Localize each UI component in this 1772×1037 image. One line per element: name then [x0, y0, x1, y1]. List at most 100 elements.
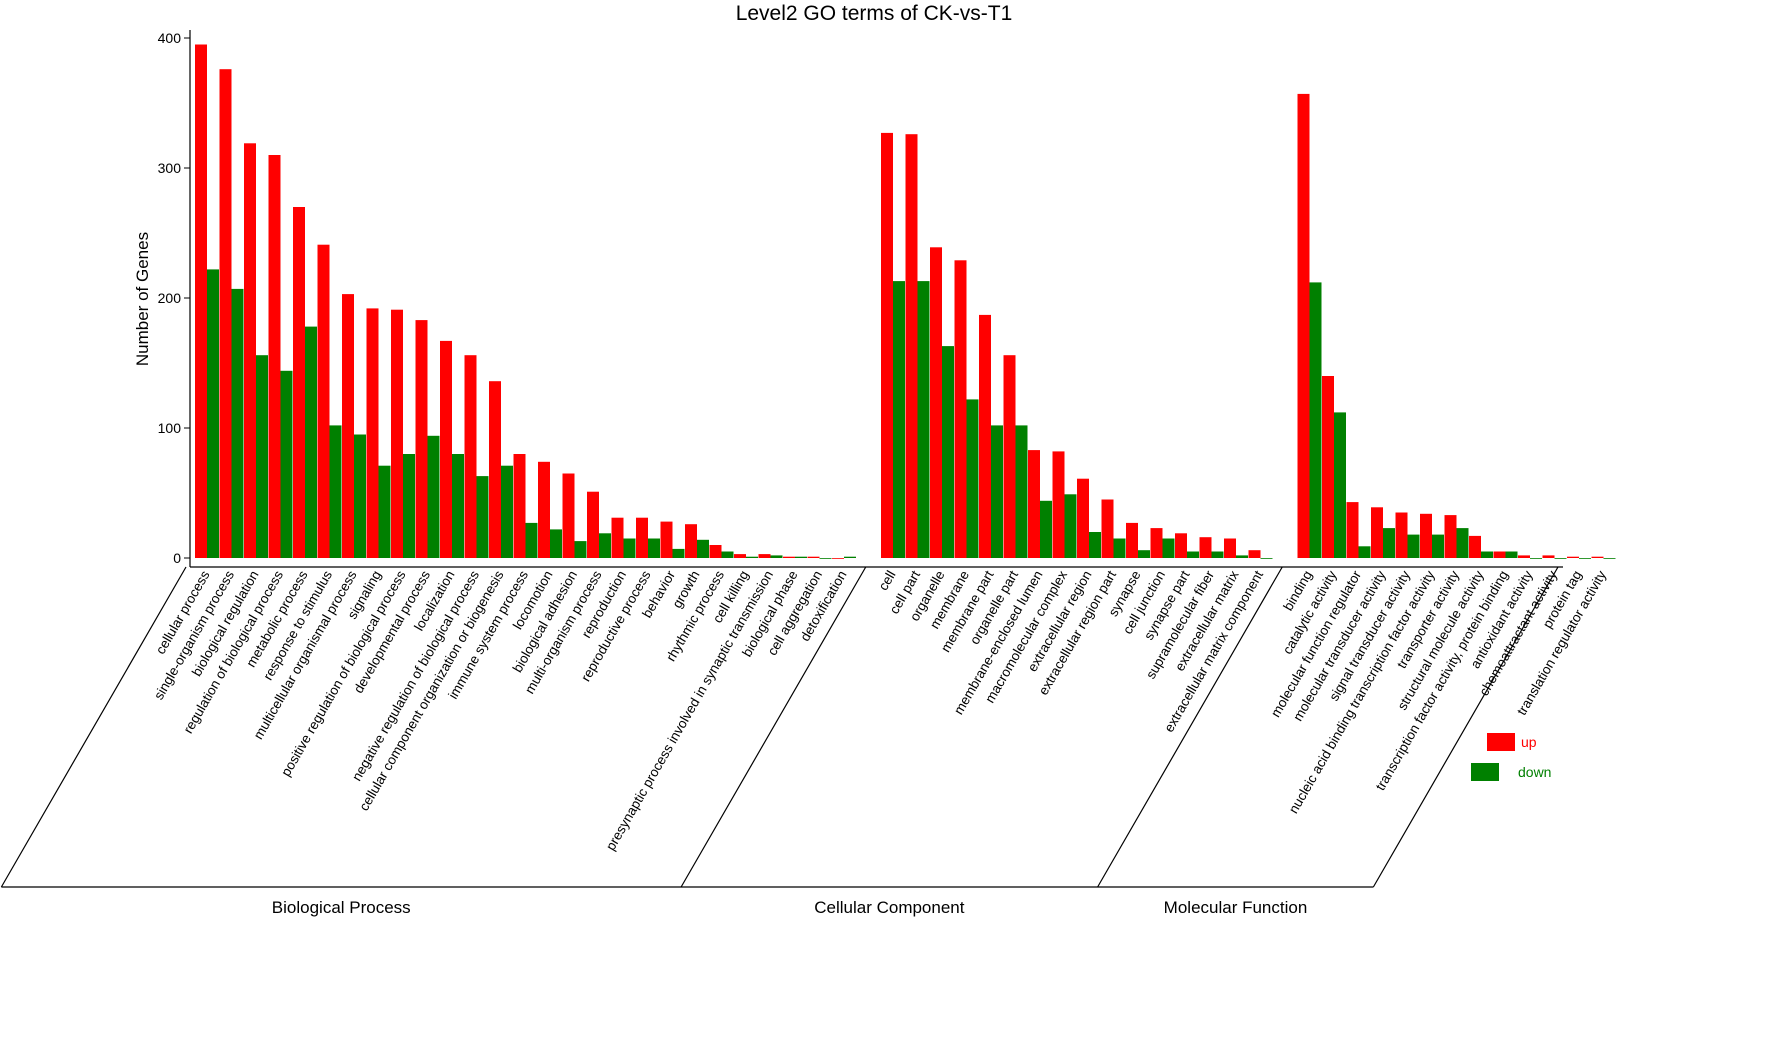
y-tick-label: 300 [158, 160, 182, 176]
bar-up [807, 556, 820, 558]
bar-down [672, 548, 685, 558]
bar-up [317, 244, 330, 558]
bar-up [587, 491, 599, 558]
bar-down [770, 555, 783, 558]
bar-up [489, 381, 501, 558]
bar-up [758, 554, 771, 558]
bar-down [1358, 546, 1371, 558]
bar-up [562, 473, 575, 558]
bar-down [1260, 558, 1273, 559]
bar-down [1211, 551, 1224, 558]
bar-up [1493, 551, 1506, 558]
bar-down [231, 288, 244, 558]
bar-down [942, 346, 954, 558]
bar-down [1432, 534, 1444, 558]
group-label: Molecular Function [1164, 898, 1308, 917]
y-tick-label: 200 [158, 290, 182, 306]
bar-down [1236, 555, 1248, 558]
legend-label: up [1521, 734, 1537, 750]
bar-up [1052, 451, 1065, 558]
bar-up [293, 207, 305, 558]
bar-down [1603, 558, 1616, 559]
bar-down [1554, 558, 1567, 559]
bar-up [342, 294, 354, 558]
bar-down [844, 556, 856, 558]
y-tick-label: 100 [158, 420, 182, 436]
legend-swatch [1487, 733, 1515, 751]
bar-down [1383, 528, 1395, 558]
bar-up [1126, 522, 1138, 558]
bar-up [415, 320, 428, 558]
bar-down [329, 425, 342, 558]
bar-up [513, 454, 526, 558]
bar-up [1420, 513, 1432, 558]
bar-down [721, 551, 734, 558]
bars [195, 44, 1616, 559]
bar-down [966, 399, 979, 558]
bar-up [1444, 515, 1457, 558]
legend-label: down [1518, 764, 1551, 780]
bar-up [366, 308, 379, 558]
bar-down [207, 269, 219, 558]
bar-up [660, 521, 673, 558]
bar-down [1089, 532, 1101, 558]
group-separator [1097, 566, 1283, 888]
bar-down [795, 556, 807, 558]
bar-down [403, 454, 415, 558]
bar-up [538, 461, 550, 558]
bar-up [1150, 528, 1163, 558]
y-tick-label: 0 [173, 550, 181, 566]
bar-down [550, 529, 562, 558]
bar-down [1015, 425, 1028, 558]
bar-up [685, 524, 697, 558]
bar-down [697, 539, 709, 558]
bar-up [219, 69, 232, 558]
group-separator [1372, 566, 1559, 888]
bar-up [1395, 512, 1408, 558]
bar-up [440, 340, 452, 558]
bar-up [1101, 499, 1114, 558]
bar-down [819, 558, 832, 559]
bar-up [195, 44, 207, 558]
bar-down [1505, 551, 1518, 558]
y-tick-label: 400 [158, 30, 182, 46]
bar-up [636, 517, 648, 558]
bar-down [354, 434, 366, 558]
bar-up [611, 517, 624, 558]
category-label: cell [875, 568, 898, 593]
bar-up [832, 558, 844, 559]
bar-up [1518, 555, 1530, 558]
bar-up [1542, 555, 1555, 558]
bar-down [917, 281, 930, 558]
bar-up [391, 309, 403, 558]
bar-up [709, 545, 722, 558]
bar-down [280, 370, 293, 558]
bar-up [734, 554, 746, 558]
bar-down [648, 538, 660, 558]
bar-up [268, 155, 281, 558]
bar-down [1138, 550, 1150, 558]
bar-down [1481, 551, 1493, 558]
bar-down [991, 425, 1003, 558]
chart-title: Level2 GO terms of CK-vs-T1 [736, 2, 1013, 25]
bar-down [1064, 494, 1077, 558]
bar-up [1591, 556, 1604, 558]
bar-up [1297, 93, 1310, 559]
group-separator [680, 566, 867, 888]
bar-down [1113, 538, 1126, 558]
bar-down [623, 538, 636, 558]
bar-up [1346, 502, 1359, 558]
bar-up [1175, 533, 1187, 558]
group-label: Cellular Component [814, 898, 965, 917]
bar-down [1456, 528, 1469, 558]
bar-down [1187, 551, 1199, 558]
bar-down [574, 541, 587, 558]
y-axis-label: Number of Genes [133, 232, 152, 366]
bar-up [930, 247, 942, 559]
bar-down [746, 556, 758, 558]
bar-up [1199, 537, 1212, 558]
legend: up down [1471, 733, 1551, 781]
bar-up [979, 314, 991, 558]
